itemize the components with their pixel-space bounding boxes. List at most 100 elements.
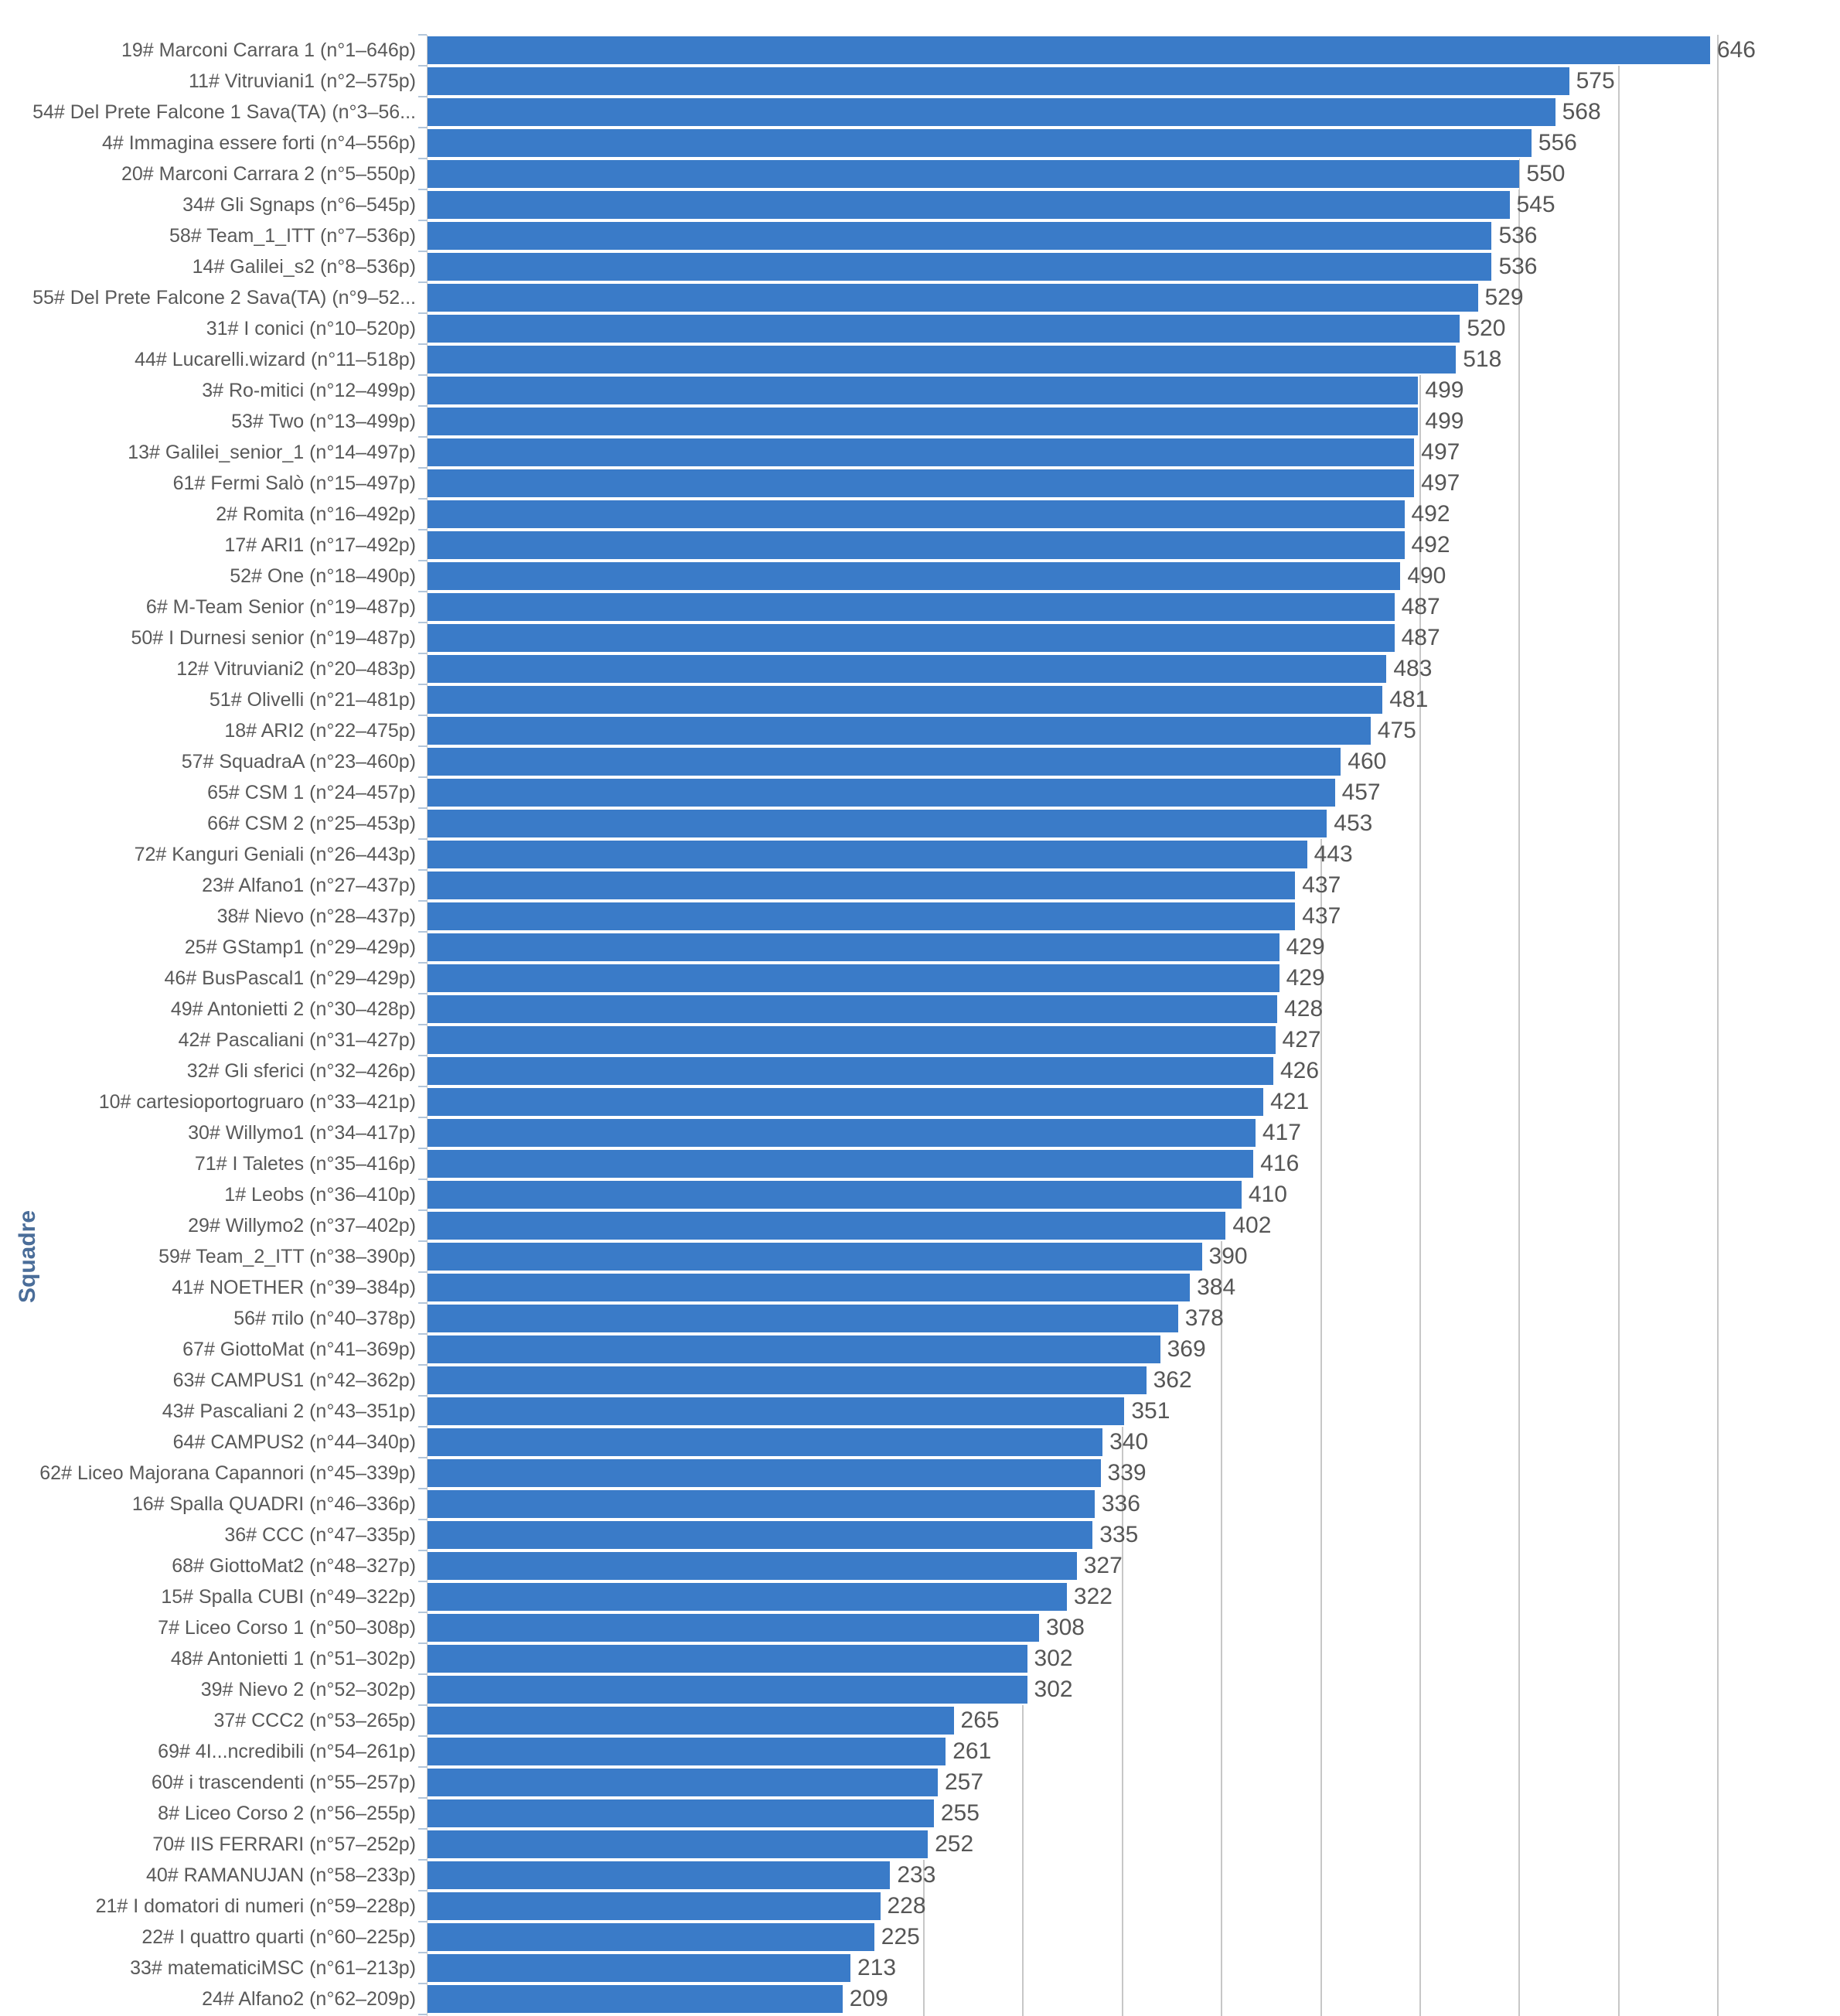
value-label: 410 [1248,1182,1287,1207]
bar[interactable] [428,1922,874,1953]
bar[interactable] [428,375,1419,406]
value-label: 302 [1034,1646,1073,1671]
bar[interactable] [428,870,1296,901]
bar[interactable] [428,623,1395,653]
bar[interactable] [428,406,1419,437]
bar[interactable] [428,97,1555,128]
bar[interactable] [428,1705,954,1736]
bar[interactable] [428,1117,1256,1148]
category-label: 57# SquadraA (n°23–460p) [181,751,416,773]
bar[interactable] [428,963,1279,994]
bar-row: 62# Liceo Majorana Capannori (n°45–339p)… [0,1458,1840,1489]
category-label: 44# Lucarelli.wizard (n°11–518p) [135,349,416,370]
bar[interactable] [428,437,1415,468]
bar[interactable] [428,499,1405,530]
bar-row: 36# CCC (n°47–335p) 335 [0,1520,1840,1550]
category-label: 53# Two (n°13–499p) [231,411,416,432]
value-label: 335 [1099,1522,1139,1547]
bar[interactable] [428,1086,1264,1117]
bar[interactable] [428,746,1341,777]
value-label: 460 [1348,749,1387,774]
bar[interactable] [428,530,1405,561]
bar-row: 10# cartesioportogruaro (n°33–421p) 421 [0,1086,1840,1117]
category-label: 50# I Durnesi senior (n°19–487p) [131,627,416,649]
bar[interactable] [428,1489,1095,1520]
bar[interactable] [428,189,1510,220]
bar[interactable] [428,1210,1226,1241]
axis-tick [418,1302,427,1304]
bar-row: 70# IIS FERRARI (n°57–252p) 252 [0,1829,1840,1860]
bar[interactable] [428,932,1279,963]
bar[interactable] [428,1148,1254,1179]
bar[interactable] [428,468,1415,499]
axis-tick [418,1395,427,1397]
bar[interactable] [428,1581,1067,1612]
bar[interactable] [428,1272,1191,1303]
bar[interactable] [428,159,1520,189]
axis-tick [418,653,427,654]
bar[interactable] [428,808,1327,839]
axis-tick [418,405,427,407]
value-label: 499 [1425,408,1464,434]
bar[interactable] [428,1520,1093,1550]
bar[interactable] [428,1458,1101,1489]
bar[interactable] [428,35,1710,66]
gridline-500 [1419,35,1421,2016]
value-label: 213 [857,1955,897,1980]
axis-tick [418,96,427,97]
axis-tick [418,436,427,438]
axis-tick [418,993,427,994]
axis-tick [418,498,427,500]
y-axis-line [427,35,428,2016]
bar-row: 48# Antonietti 1 (n°51–302p) 302 [0,1643,1840,1674]
bar[interactable] [428,592,1395,623]
bar[interactable] [428,1860,891,1891]
bar[interactable] [428,1025,1276,1056]
bar[interactable] [428,220,1492,251]
bar-row: 58# Team_1_ITT (n°7–536p) 536 [0,220,1840,251]
bar[interactable] [428,1241,1202,1272]
bar[interactable] [428,1179,1242,1210]
bar[interactable] [428,1427,1103,1458]
bar[interactable] [428,1953,850,1984]
bar[interactable] [428,1643,1027,1674]
bar[interactable] [428,1612,1039,1643]
bar[interactable] [428,1829,929,1860]
value-label: 429 [1286,965,1325,991]
value-label: 255 [940,1800,980,1826]
bar[interactable] [428,1396,1125,1427]
bar[interactable] [428,777,1335,808]
category-label: 70# IIS FERRARI (n°57–252p) [152,1834,416,1855]
category-label: 59# Team_2_ITT (n°38–390p) [158,1246,416,1267]
bar[interactable] [428,684,1383,715]
bar[interactable] [428,1736,946,1767]
bar[interactable] [428,1798,934,1829]
bar[interactable] [428,1550,1077,1581]
bar[interactable] [428,1891,881,1922]
bar-row: 4# Immagina essere forti (n°4–556p) 556 [0,128,1840,159]
bar[interactable] [428,1674,1027,1705]
category-label: 63# CAMPUS1 (n°42–362p) [172,1370,416,1391]
bar[interactable] [428,251,1492,282]
bar[interactable] [428,344,1457,375]
category-label: 15# Spalla CUBI (n°49–322p) [161,1586,416,1608]
bar[interactable] [428,313,1460,344]
bar[interactable] [428,66,1569,97]
bar[interactable] [428,1334,1160,1365]
bar[interactable] [428,128,1532,159]
value-label: 556 [1538,130,1577,155]
bar[interactable] [428,715,1371,746]
value-label: 426 [1279,1058,1320,1083]
bar[interactable] [428,1767,938,1798]
bar[interactable] [428,561,1401,592]
bar[interactable] [428,1056,1273,1086]
bar[interactable] [428,1984,843,2014]
bar[interactable] [428,282,1478,313]
bar[interactable] [428,901,1296,932]
bar[interactable] [428,1365,1147,1396]
bar[interactable] [428,994,1278,1025]
bar[interactable] [428,839,1307,870]
bar[interactable] [428,1303,1178,1334]
axis-tick [418,1704,427,1706]
bar[interactable] [428,653,1387,684]
